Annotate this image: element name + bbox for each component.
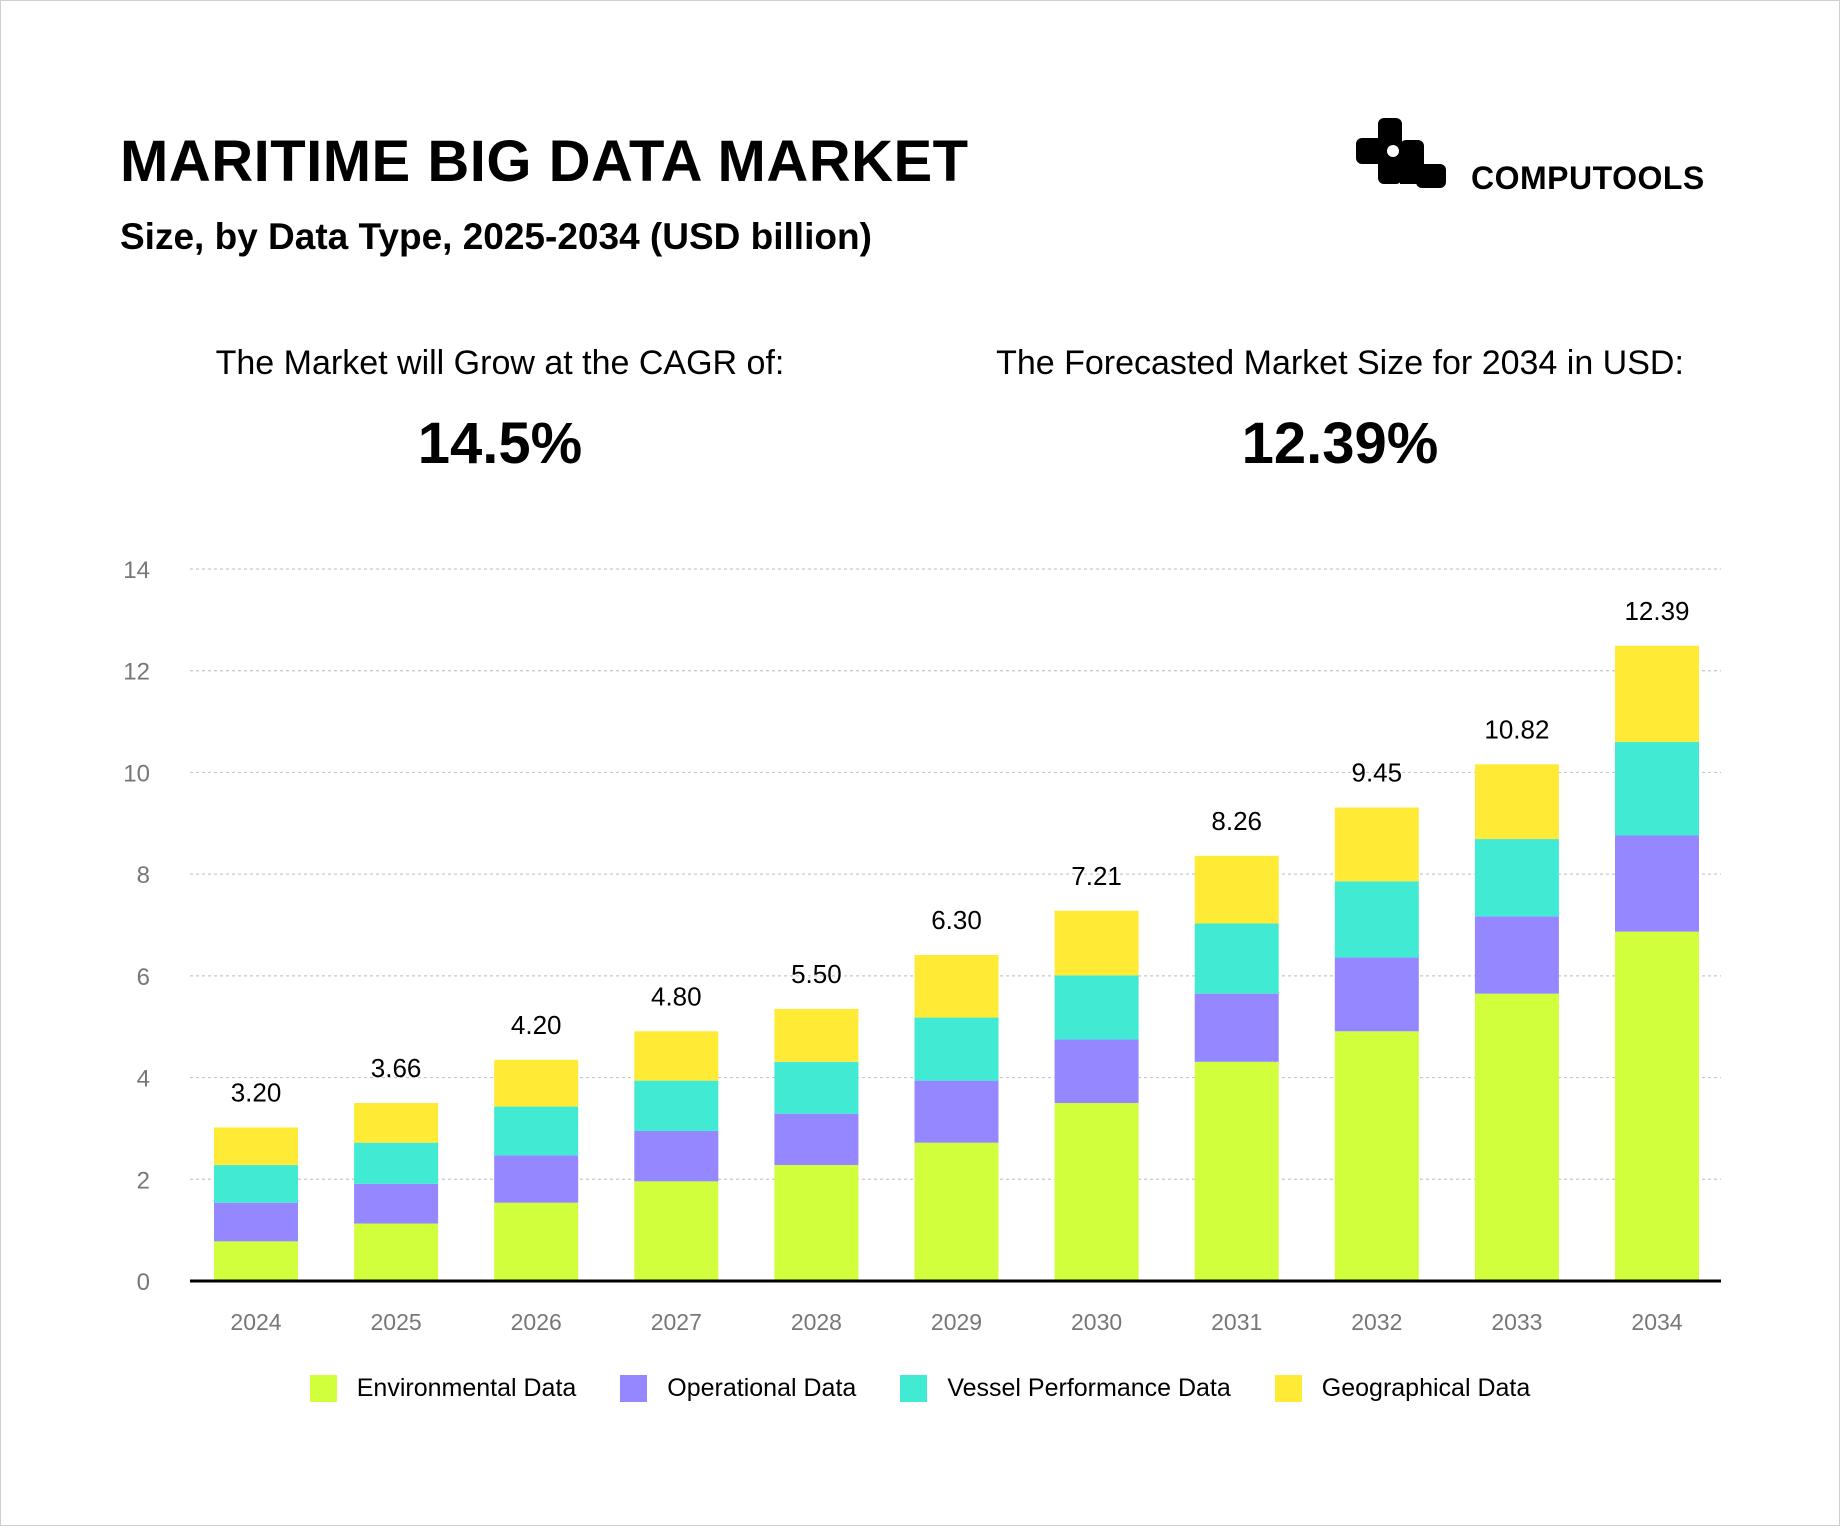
y-tick-label: 12	[123, 659, 150, 686]
bar-segment	[914, 1017, 999, 1081]
bar-segment	[1474, 764, 1559, 840]
x-tick-label: 2028	[791, 1309, 842, 1335]
bar-segment	[494, 1059, 579, 1107]
bar-segment	[1194, 993, 1279, 1062]
bar-total-label: 6.30	[931, 905, 982, 935]
bar-segment	[634, 1130, 719, 1182]
bar-segment	[494, 1202, 579, 1281]
x-tick-label: 2031	[1211, 1309, 1262, 1335]
legend-swatch	[309, 1375, 337, 1402]
bar-segment	[1194, 1061, 1279, 1281]
bar-total-label: 12.39	[1624, 596, 1689, 626]
bar-segment	[214, 1202, 298, 1242]
bar-segment	[634, 1080, 719, 1131]
bar-segment	[634, 1031, 719, 1081]
y-tick-label: 10	[123, 760, 150, 787]
bar-segment	[1194, 923, 1279, 994]
legend-swatch	[1274, 1375, 1302, 1402]
bar-total-label: 3.20	[231, 1077, 282, 1107]
y-tick-label: 14	[123, 557, 150, 584]
bar-segment	[914, 955, 999, 1018]
bar-total-label: 4.20	[511, 1010, 562, 1040]
bar-segment	[1334, 881, 1419, 958]
bar-segment	[354, 1223, 439, 1281]
bar-segment	[774, 1165, 859, 1281]
y-tick-label: 0	[137, 1269, 150, 1296]
legend-swatch	[900, 1375, 928, 1402]
page-title: MARITIME BIG DATA MARKET	[120, 129, 969, 194]
y-tick-label: 6	[137, 964, 150, 991]
legend-item-operational: Operational Data	[620, 1374, 856, 1403]
bar-segment	[914, 1142, 999, 1281]
bar-total-label: 9.45	[1351, 758, 1402, 788]
bar-total-label: 10.82	[1484, 714, 1549, 744]
bar-segment	[214, 1165, 298, 1203]
x-tick-label: 2026	[511, 1309, 562, 1335]
y-tick-label: 2	[137, 1167, 150, 1194]
legend-label: Environmental Data	[356, 1374, 577, 1402]
computools-logo-icon	[1356, 118, 1446, 188]
bar-segment	[354, 1103, 439, 1143]
legend-label: Geographical Data	[1321, 1374, 1531, 1402]
legend-swatch	[620, 1375, 648, 1402]
bar-segment	[1334, 957, 1419, 1032]
bar-total-label: 5.50	[791, 959, 842, 989]
bar-segment	[1194, 855, 1279, 924]
bar-segment	[1615, 931, 1699, 1281]
bar-total-label: 8.26	[1211, 806, 1262, 836]
forecast-value: 12.39%	[1241, 411, 1439, 476]
bar-segment	[494, 1106, 579, 1156]
legend-label: Operational Data	[667, 1374, 857, 1402]
bar-segment	[1615, 645, 1699, 742]
cagr-label: The Market will Grow at the CAGR of:	[215, 344, 785, 382]
y-tick-label: 4	[137, 1066, 150, 1093]
bar-total-label: 4.80	[651, 981, 702, 1011]
x-tick-label: 2027	[651, 1309, 702, 1335]
legend-item-geographical: Geographical Data	[1274, 1374, 1531, 1403]
legend-item-environmental: Environmental Data	[309, 1374, 577, 1403]
legend-item-vessel-performance: Vessel Performance Data	[900, 1374, 1231, 1403]
forecast-label: The Forecasted Market Size for 2034 in U…	[996, 344, 1684, 382]
bar-segment	[1054, 975, 1139, 1040]
bar-segment	[1474, 839, 1559, 917]
bar-segment	[1054, 1103, 1139, 1281]
x-tick-label: 2032	[1351, 1309, 1402, 1335]
bar-segment	[1474, 916, 1559, 994]
bar-segment	[1334, 1031, 1419, 1281]
bar-segment	[1474, 993, 1559, 1281]
bar-segment	[354, 1142, 439, 1184]
y-tick-label: 8	[137, 862, 150, 889]
bar-segment	[914, 1080, 999, 1143]
bar-segment	[774, 1008, 859, 1062]
bar-segment	[1615, 835, 1699, 932]
bar-segment	[354, 1183, 439, 1224]
x-tick-label: 2030	[1071, 1309, 1122, 1335]
x-tick-label: 2029	[931, 1309, 982, 1335]
cagr-value: 14.5%	[417, 411, 583, 476]
bar-segment	[1054, 910, 1139, 976]
bar-segment	[494, 1155, 579, 1203]
bar-segment	[634, 1181, 719, 1281]
bar-total-label: 7.21	[1071, 861, 1122, 891]
x-tick-label: 2034	[1631, 1309, 1682, 1335]
bar-segment	[214, 1127, 298, 1166]
brand-name: COMPUTOOLS	[1471, 160, 1705, 196]
bar-segment	[774, 1113, 859, 1166]
legend-label: Vessel Performance Data	[947, 1374, 1231, 1402]
page-subtitle: Size, by Data Type, 2025-2034 (USD billi…	[120, 216, 872, 257]
bar-segment	[214, 1241, 298, 1281]
x-tick-label: 2025	[371, 1309, 422, 1335]
bar-segment	[1615, 741, 1699, 836]
legend: Environmental Data Operational Data Vess…	[0, 1374, 1840, 1403]
x-tick-label: 2033	[1491, 1309, 1542, 1335]
bar-segment	[1054, 1039, 1139, 1103]
bar-segment	[774, 1061, 859, 1114]
x-tick-label: 2024	[230, 1309, 281, 1335]
bar-total-label: 3.66	[371, 1053, 422, 1083]
bar-segment	[1334, 807, 1419, 882]
